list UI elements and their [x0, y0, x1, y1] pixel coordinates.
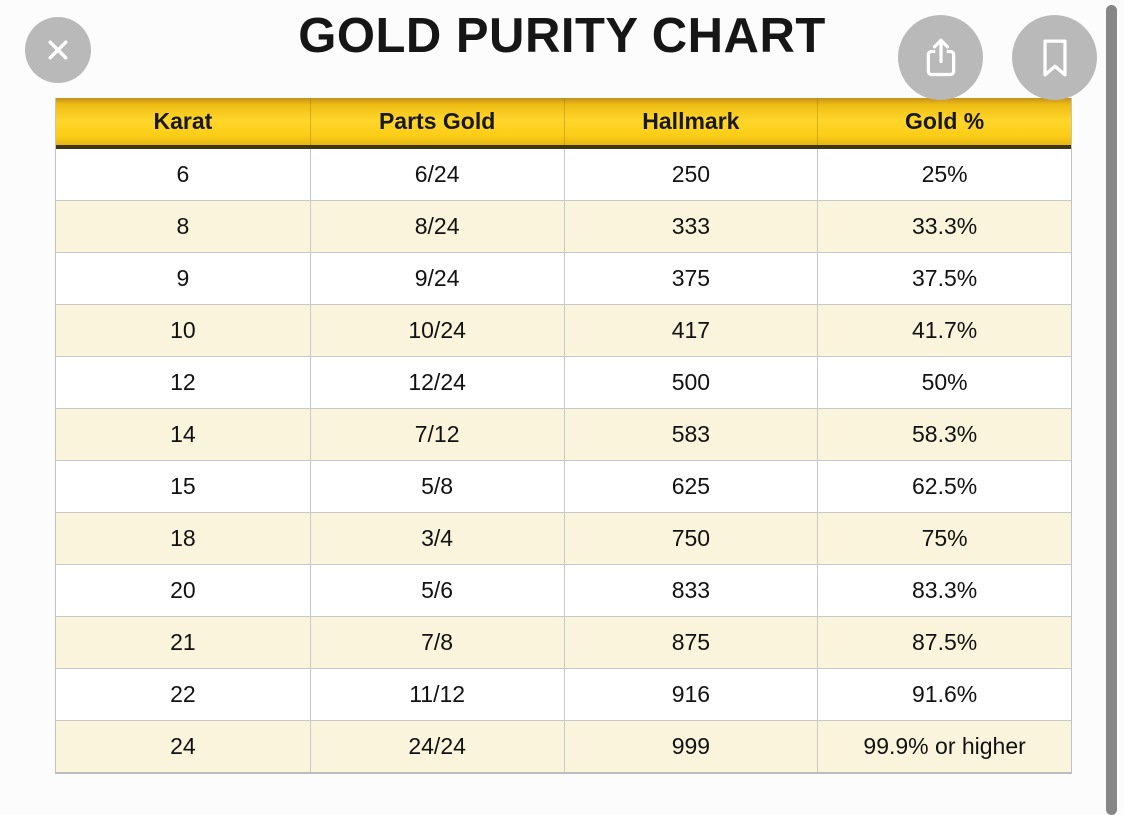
- table-cell: 50%: [817, 357, 1071, 408]
- table-row: 8 8/24 333 33.3%: [56, 200, 1071, 252]
- table-cell: 41.7%: [817, 305, 1071, 356]
- table-body: 6 6/24 250 25% 8 8/24 333 33.3% 9 9/24 375 37.5% 10 1…: [56, 149, 1071, 772]
- table-cell: 33.3%: [817, 201, 1071, 252]
- table-cell: 58.3%: [817, 409, 1071, 460]
- table-cell: 875: [563, 617, 818, 668]
- table-cell: 9: [176, 265, 190, 291]
- table-row: 14 7/12 583 58.3%: [56, 408, 1071, 460]
- table-cell: 5/6: [309, 565, 564, 616]
- table-cell: 250: [563, 149, 818, 200]
- table-cell: 5/8: [309, 461, 564, 512]
- column-header-gold-pct: Gold %: [817, 98, 1071, 145]
- table-cell: 10: [170, 317, 196, 343]
- table-cell: 8: [176, 213, 190, 239]
- table-row: 18 3/4 750 75%: [56, 512, 1071, 564]
- table-cell: 7/12: [309, 409, 564, 460]
- page-title: GOLD PURITY CHART: [298, 9, 826, 63]
- table-cell: 21: [170, 629, 196, 655]
- column-header-parts-gold: Parts Gold: [309, 98, 564, 145]
- bookmark-icon: [1032, 35, 1078, 81]
- table-cell: 24: [170, 733, 196, 759]
- close-button[interactable]: [25, 17, 91, 83]
- table-cell: 3/4: [309, 513, 564, 564]
- bookmark-button[interactable]: [1012, 15, 1097, 100]
- table-cell: 916: [563, 669, 818, 720]
- table-row: 22 11/12 916 91.6%: [56, 668, 1071, 720]
- share-button[interactable]: [898, 15, 983, 100]
- column-header-karat: Karat: [153, 108, 213, 134]
- table-row: 24 24/24 999 99.9% or higher: [56, 720, 1071, 772]
- table-cell: 833: [563, 565, 818, 616]
- table-cell: 20: [170, 577, 196, 603]
- table-cell: 14: [170, 421, 196, 447]
- table-row: 12 12/24 500 50%: [56, 356, 1071, 408]
- table-cell: 625: [563, 461, 818, 512]
- table-row: 10 10/24 417 41.7%: [56, 304, 1071, 356]
- table-cell: 9/24: [309, 253, 564, 304]
- table-cell: 22: [170, 681, 196, 707]
- table-cell: 8/24: [309, 201, 564, 252]
- table-cell: 75%: [817, 513, 1071, 564]
- gold-purity-table: Karat Parts Gold Hallmark Gold % 6 6/24 25…: [55, 98, 1072, 774]
- close-icon: [41, 33, 75, 67]
- table-cell: 11/12: [309, 669, 564, 720]
- table-cell: 91.6%: [817, 669, 1071, 720]
- vertical-scrollbar[interactable]: [1106, 5, 1117, 815]
- table-cell: 24/24: [309, 721, 564, 772]
- table-cell: 10/24: [309, 305, 564, 356]
- table-cell: 500: [563, 357, 818, 408]
- table-cell: 375: [563, 253, 818, 304]
- table-row: 6 6/24 250 25%: [56, 149, 1071, 200]
- share-icon: [918, 35, 964, 81]
- table-cell: 999: [563, 721, 818, 772]
- table-cell: 37.5%: [817, 253, 1071, 304]
- table-cell: 12: [170, 369, 196, 395]
- table-cell: 18: [170, 525, 196, 551]
- table-cell: 99.9% or higher: [817, 721, 1071, 772]
- table-cell: 6: [176, 161, 190, 187]
- table-cell: 15: [170, 473, 196, 499]
- table-row: 15 5/8 625 62.5%: [56, 460, 1071, 512]
- table-cell: 6/24: [309, 149, 564, 200]
- table-cell: 83.3%: [817, 565, 1071, 616]
- table-row: 9 9/24 375 37.5%: [56, 252, 1071, 304]
- table-cell: 7/8: [309, 617, 564, 668]
- table-cell: 333: [563, 201, 818, 252]
- table-cell: 12/24: [309, 357, 564, 408]
- table-row: 20 5/6 833 83.3%: [56, 564, 1071, 616]
- column-header-hallmark: Hallmark: [563, 98, 818, 145]
- table-cell: 62.5%: [817, 461, 1071, 512]
- table-cell: 25%: [817, 149, 1071, 200]
- table-row: 21 7/8 875 87.5%: [56, 616, 1071, 668]
- table-cell: 417: [563, 305, 818, 356]
- table-cell: 750: [563, 513, 818, 564]
- table-cell: 583: [563, 409, 818, 460]
- table-header-row: Karat Parts Gold Hallmark Gold %: [56, 98, 1071, 149]
- table-cell: 87.5%: [817, 617, 1071, 668]
